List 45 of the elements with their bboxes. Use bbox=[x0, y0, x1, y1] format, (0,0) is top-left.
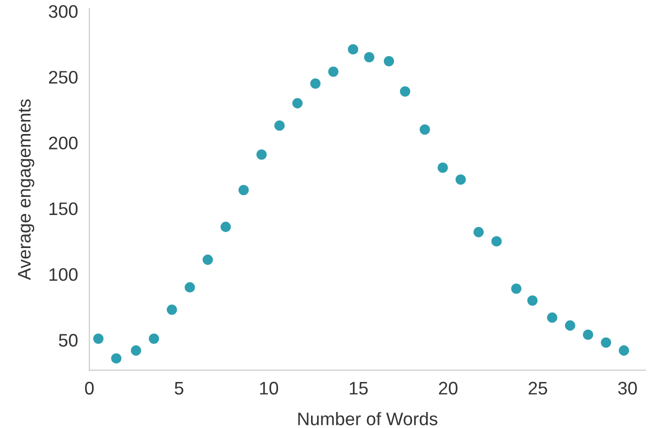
point bbox=[274, 120, 285, 131]
point bbox=[292, 98, 303, 108]
y-tick-label: 200 bbox=[49, 136, 78, 150]
point bbox=[438, 162, 448, 173]
point bbox=[511, 283, 522, 294]
x-tick-label: 20 bbox=[439, 382, 458, 395]
x-tick-label: 0 bbox=[85, 382, 94, 395]
point bbox=[600, 337, 612, 348]
y-tick-label: 100 bbox=[50, 268, 78, 281]
point bbox=[564, 320, 576, 331]
point bbox=[111, 353, 122, 364]
point bbox=[202, 254, 213, 265]
point bbox=[455, 174, 466, 185]
point bbox=[166, 304, 178, 315]
x-tick-label: 25 bbox=[528, 382, 548, 395]
point bbox=[328, 66, 339, 77]
y-tick-label: 50 bbox=[58, 334, 78, 347]
point bbox=[546, 312, 558, 323]
point bbox=[400, 86, 410, 97]
y-axis-title: Average engagements bbox=[18, 99, 34, 280]
point bbox=[93, 333, 104, 344]
x-tick-label: 5 bbox=[174, 382, 184, 395]
point bbox=[220, 222, 231, 232]
point bbox=[473, 226, 484, 238]
point bbox=[582, 330, 594, 340]
point bbox=[238, 184, 249, 196]
point bbox=[618, 345, 630, 356]
point bbox=[348, 44, 358, 55]
y-tick-label: 150 bbox=[50, 202, 78, 216]
point bbox=[491, 236, 502, 247]
point bbox=[310, 78, 321, 89]
x-tick-label: 15 bbox=[350, 382, 368, 395]
point bbox=[364, 52, 374, 62]
x-tick-label: 10 bbox=[260, 382, 278, 395]
x-axis-title: Number of Words bbox=[298, 412, 438, 426]
point bbox=[130, 345, 142, 356]
x-tick-label: 30 bbox=[618, 382, 637, 395]
point bbox=[384, 56, 394, 66]
point bbox=[184, 282, 196, 293]
point bbox=[256, 149, 267, 160]
point bbox=[420, 124, 430, 135]
y-tick-label: 300 bbox=[48, 5, 78, 18]
point bbox=[527, 295, 538, 306]
y-tick-label: 250 bbox=[49, 70, 78, 84]
point bbox=[148, 333, 160, 344]
